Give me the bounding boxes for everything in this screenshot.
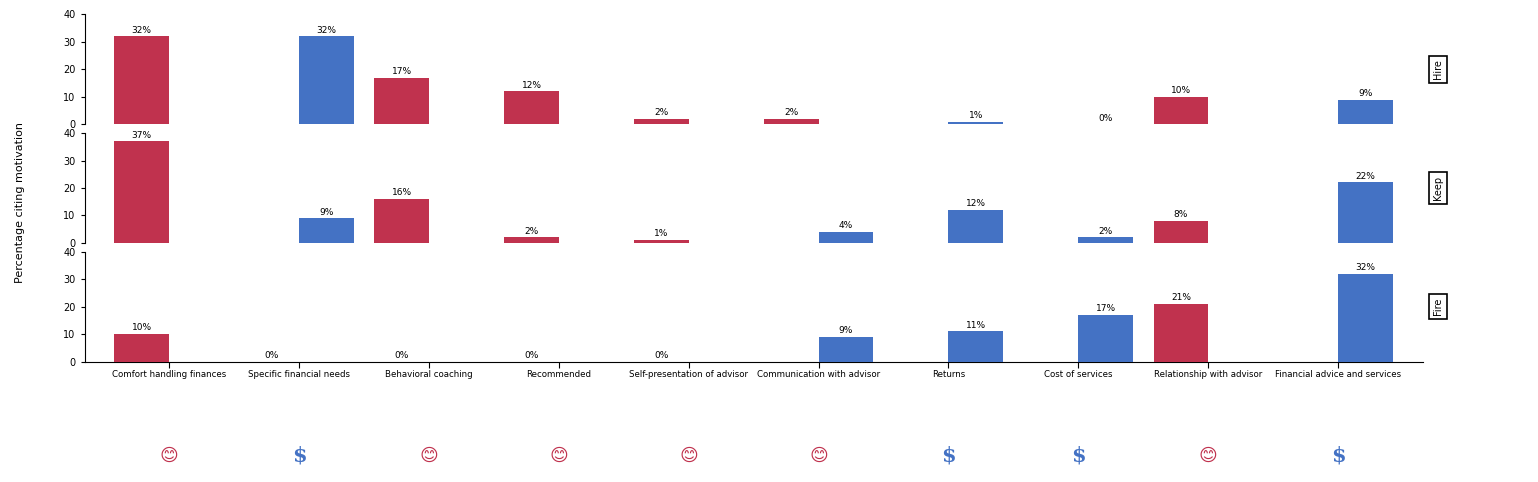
Bar <box>1338 183 1393 243</box>
Text: $: $ <box>1070 445 1086 466</box>
Text: $: $ <box>292 445 306 466</box>
Bar <box>1078 315 1134 362</box>
Text: Percentage citing motivation: Percentage citing motivation <box>15 122 25 283</box>
Bar <box>949 331 1003 362</box>
Bar <box>634 240 689 243</box>
Text: Fire: Fire <box>1433 298 1443 315</box>
Bar <box>298 218 354 243</box>
Bar <box>1078 238 1134 243</box>
Text: 😊: 😊 <box>160 446 178 465</box>
Bar <box>949 121 1003 124</box>
Bar <box>818 337 874 362</box>
Text: 0%: 0% <box>524 351 538 360</box>
Text: 0%: 0% <box>654 351 669 360</box>
Text: 8%: 8% <box>1173 210 1189 219</box>
Text: 17%: 17% <box>392 67 412 76</box>
Bar <box>298 37 354 124</box>
Text: 9%: 9% <box>1358 89 1373 98</box>
Text: 21%: 21% <box>1170 293 1190 302</box>
Text: 10%: 10% <box>1170 86 1190 95</box>
Text: 12%: 12% <box>966 199 986 208</box>
Bar <box>114 37 169 124</box>
Bar <box>634 119 689 124</box>
Bar <box>1154 221 1209 243</box>
Text: 😊: 😊 <box>549 446 568 465</box>
Text: 2%: 2% <box>654 108 669 117</box>
Bar <box>114 141 169 243</box>
Bar <box>818 232 874 243</box>
Text: 11%: 11% <box>966 321 986 330</box>
Text: 4%: 4% <box>838 221 854 230</box>
Bar <box>1154 97 1209 124</box>
Text: 😊: 😊 <box>680 446 698 465</box>
Text: 1%: 1% <box>969 111 983 120</box>
Text: 😊: 😊 <box>420 446 438 465</box>
Text: 37%: 37% <box>132 131 152 140</box>
Text: $: $ <box>941 445 955 466</box>
Text: 16%: 16% <box>392 188 412 197</box>
Text: 32%: 32% <box>317 26 337 35</box>
Text: 2%: 2% <box>1098 227 1114 236</box>
Text: 22%: 22% <box>1355 172 1375 181</box>
Bar <box>1154 304 1209 362</box>
Text: $: $ <box>1330 445 1346 466</box>
Bar <box>764 119 818 124</box>
Text: 0%: 0% <box>265 351 278 360</box>
Bar <box>949 210 1003 243</box>
Bar <box>1338 274 1393 362</box>
Text: 9%: 9% <box>318 208 334 216</box>
Text: Keep: Keep <box>1433 176 1443 200</box>
Text: 2%: 2% <box>784 108 798 117</box>
Text: 32%: 32% <box>1355 263 1375 272</box>
Text: 12%: 12% <box>521 80 541 90</box>
Bar <box>1338 100 1393 124</box>
Text: 1%: 1% <box>654 229 669 239</box>
Text: 0%: 0% <box>1098 114 1114 122</box>
Bar <box>114 334 169 362</box>
Text: 😊: 😊 <box>1200 446 1218 465</box>
Bar <box>374 78 429 124</box>
Text: 10%: 10% <box>132 323 152 333</box>
Text: 😊: 😊 <box>809 446 827 465</box>
Bar <box>504 91 558 124</box>
Bar <box>374 199 429 243</box>
Text: 17%: 17% <box>1095 304 1115 313</box>
Bar <box>504 238 558 243</box>
Text: 32%: 32% <box>132 26 152 35</box>
Text: 9%: 9% <box>838 326 854 335</box>
Text: Hire: Hire <box>1433 59 1443 80</box>
Text: 0%: 0% <box>394 351 409 360</box>
Text: 2%: 2% <box>524 227 538 236</box>
